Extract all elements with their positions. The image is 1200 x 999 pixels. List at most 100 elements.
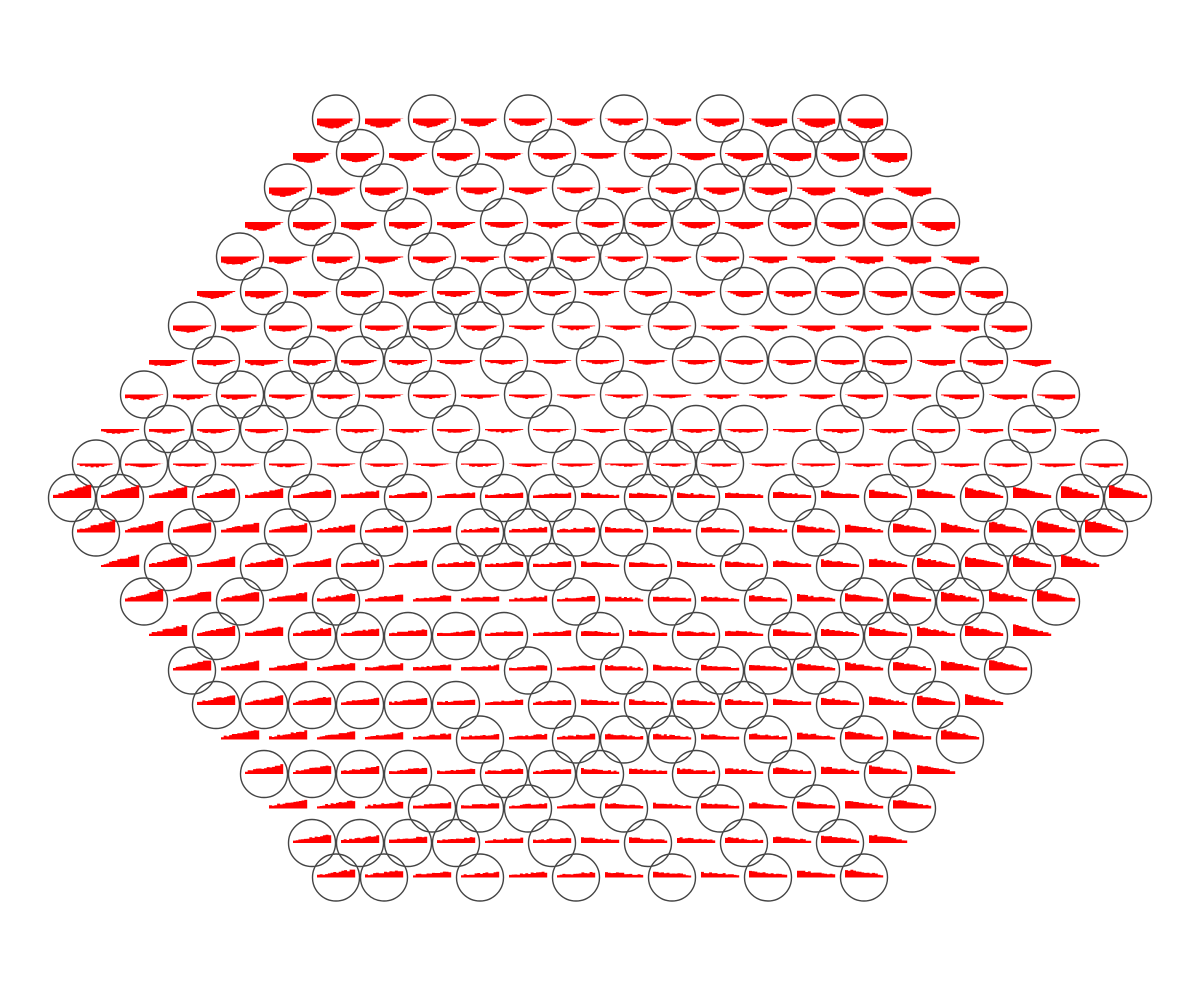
cell-bar-plot	[245, 291, 284, 299]
cell-bar-plot	[581, 222, 620, 228]
cell-ring-circle	[791, 439, 841, 488]
cell-bar-plot	[365, 325, 404, 331]
cell-ring-circle	[983, 439, 1033, 488]
cell-ring-circle	[887, 439, 937, 488]
cell-bar-plot	[269, 463, 308, 468]
hex-cell	[701, 596, 740, 602]
cell-bar-plot	[461, 325, 500, 331]
cell-bar-plot	[989, 590, 1028, 602]
cell-bar-plot	[677, 561, 716, 567]
cell-bar-plot	[149, 486, 188, 498]
hex-cell	[695, 163, 745, 212]
hex-cell	[773, 429, 812, 433]
cell-ring-circle	[287, 473, 337, 523]
hex-cell	[317, 663, 356, 671]
cell-ring-circle	[335, 404, 385, 454]
cell-ring-circle	[335, 266, 385, 316]
hex-cell	[269, 256, 308, 265]
hex-cell	[335, 404, 385, 454]
cell-ring-circle	[479, 266, 529, 316]
cell-ring-circle	[1079, 439, 1129, 488]
cell-ring-circle	[959, 542, 1009, 592]
hex-cell	[767, 611, 817, 661]
cell-ring-circle	[623, 197, 673, 247]
hex-cell	[863, 473, 913, 523]
cell-bar-plot	[869, 558, 908, 567]
hex-cell	[743, 577, 793, 626]
cell-bar-plot	[509, 463, 548, 467]
cell-bar-plot	[773, 429, 812, 433]
cell-bar-plot	[869, 696, 908, 705]
hex-cell	[167, 646, 217, 695]
hex-cell	[479, 749, 529, 799]
hex-cell	[749, 394, 788, 400]
cell-ring-circle	[863, 749, 913, 799]
cell-bar-plot	[533, 153, 572, 160]
cell-ring-circle	[647, 715, 697, 764]
hex-cell	[533, 360, 572, 365]
cell-ring-circle	[575, 197, 625, 247]
cell-bar-plot	[269, 256, 308, 265]
cell-ring-circle	[599, 715, 649, 764]
hex-cell	[797, 394, 836, 400]
cell-bar-plot	[725, 699, 764, 705]
cell-ring-circle	[119, 577, 169, 626]
cell-ring-circle	[191, 404, 241, 454]
hex-cell	[431, 542, 481, 592]
hex-cell	[653, 256, 692, 263]
hex-cell	[917, 489, 956, 498]
cell-ring-circle	[935, 577, 985, 626]
hex-cell	[479, 335, 529, 385]
hex-cell	[503, 784, 553, 833]
cell-bar-plot	[773, 491, 812, 498]
hex-cell	[935, 577, 985, 626]
hex-cell	[173, 394, 212, 401]
cell-bar-plot	[557, 872, 596, 878]
cell-bar-plot	[413, 325, 452, 331]
cell-bar-plot	[269, 523, 308, 533]
cell-bar-plot	[845, 187, 884, 197]
hex-cell	[365, 663, 404, 671]
hex-cell	[527, 404, 577, 454]
cell-bar-plot	[461, 871, 500, 878]
hex-cell	[191, 680, 241, 730]
cell-bar-plot	[125, 463, 164, 468]
hex-cell	[485, 429, 524, 434]
hex-cell	[527, 473, 577, 523]
hex-cell	[413, 733, 452, 740]
cell-ring-circle	[599, 646, 649, 695]
cell-bar-plot	[1061, 554, 1100, 567]
cell-bar-plot	[293, 627, 332, 636]
cell-bar-plot	[341, 766, 380, 774]
hex-cell	[191, 473, 241, 523]
hex-cell	[1007, 542, 1057, 592]
hex-cell	[797, 732, 836, 740]
hex-cell	[941, 522, 980, 533]
cell-ring-circle	[599, 232, 649, 281]
hex-cell	[725, 222, 764, 230]
cell-bar-plot	[557, 187, 596, 194]
cell-bar-plot	[197, 695, 236, 705]
hex-cell	[101, 554, 140, 567]
hex-cell	[605, 187, 644, 194]
cell-bar-plot	[413, 664, 452, 671]
cell-bar-plot	[797, 524, 836, 533]
cell-bar-plot	[701, 256, 740, 263]
cell-bar-plot	[941, 325, 980, 333]
cell-ring-circle	[743, 715, 793, 764]
hex-cell	[671, 749, 721, 799]
cell-ring-circle	[815, 680, 865, 730]
hex-cell	[383, 611, 433, 661]
cell-bar-plot	[845, 801, 884, 809]
cell-ring-circle	[695, 232, 745, 281]
hex-cell	[581, 837, 620, 843]
cell-bar-plot	[293, 291, 332, 298]
cell-ring-circle	[263, 301, 313, 350]
cell-bar-plot	[941, 394, 980, 400]
hex-cell	[293, 291, 332, 298]
cell-bar-plot	[605, 256, 644, 263]
cell-ring-circle	[479, 473, 529, 523]
cell-bar-plot	[581, 699, 620, 705]
hex-cell	[191, 611, 241, 661]
cell-bar-plot	[653, 394, 692, 399]
